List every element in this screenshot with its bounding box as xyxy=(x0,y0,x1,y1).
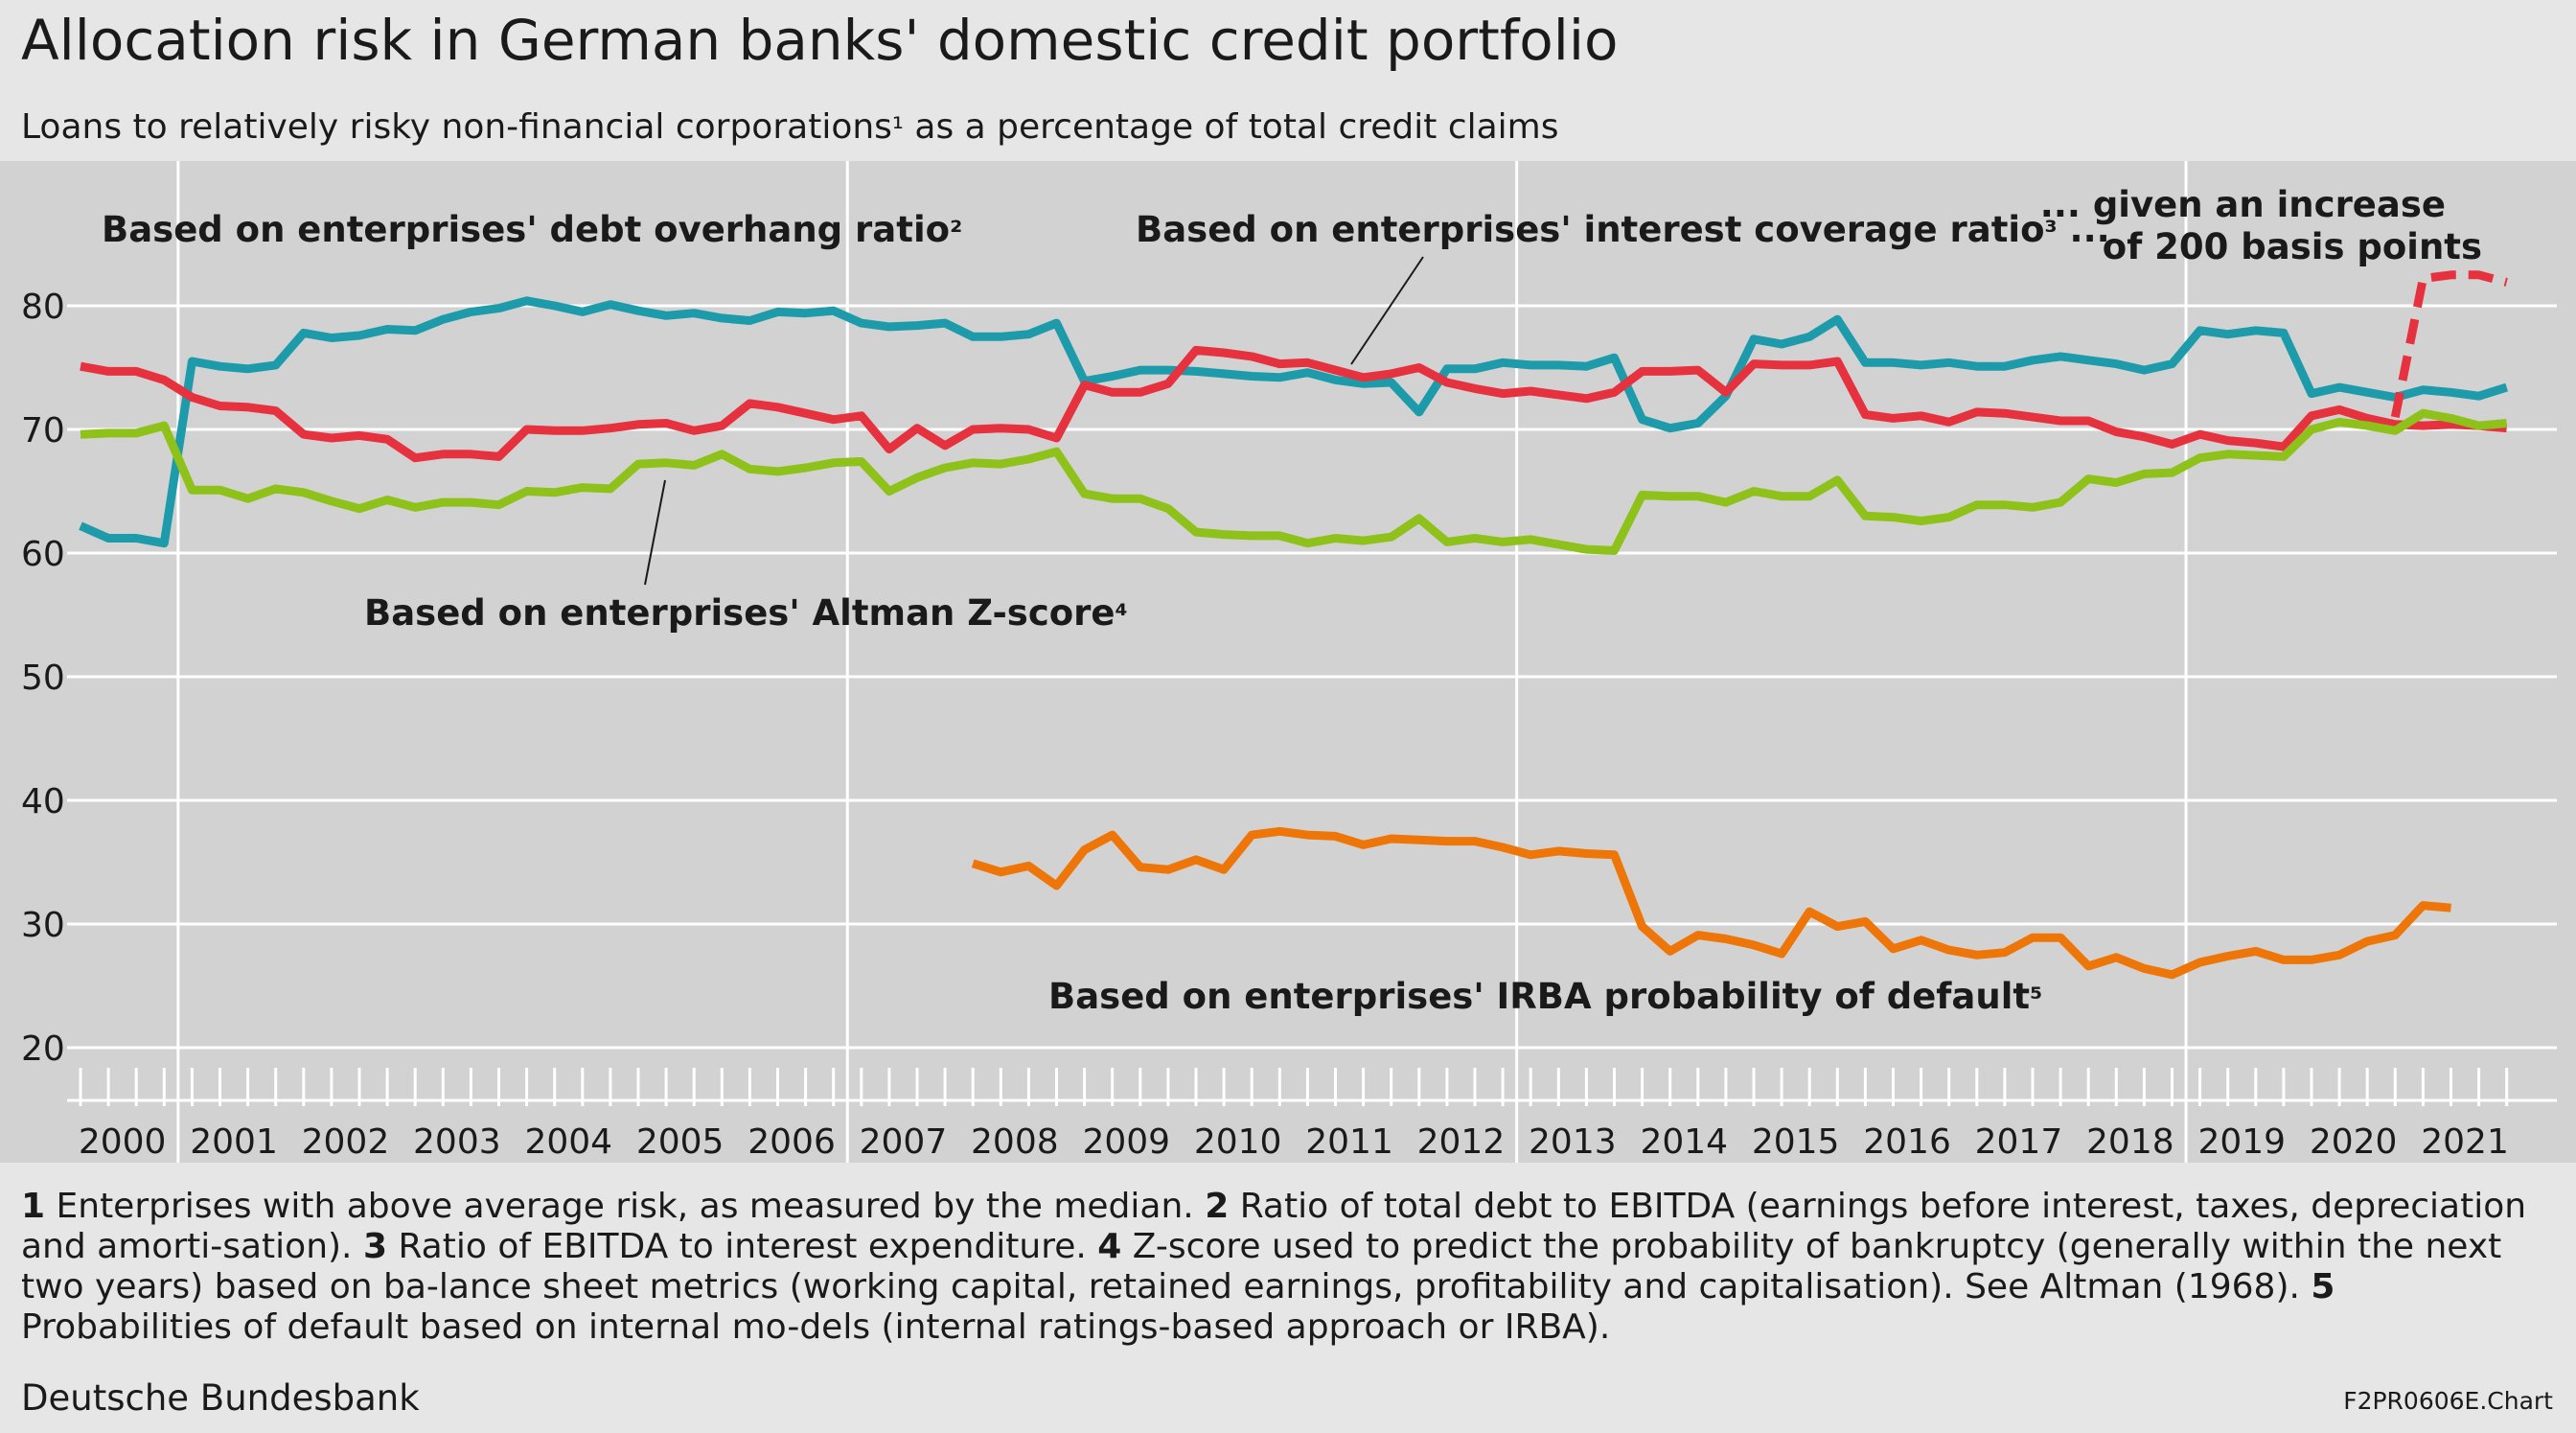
leader-altman xyxy=(644,479,666,586)
footnotes: 1 Enterprises with above average risk, a… xyxy=(21,1187,2553,1348)
leader-interest-coverage xyxy=(1350,256,1424,365)
x-tick-label: 2006 xyxy=(748,1122,836,1162)
x-tick-label: 2011 xyxy=(1305,1122,1393,1162)
series-line-interest_coverage_stress xyxy=(2390,270,2508,418)
x-tick-label: 2017 xyxy=(1975,1122,2063,1162)
x-tick-label: 2019 xyxy=(2197,1122,2286,1162)
grid xyxy=(67,161,2557,1163)
footnote-text: Ratio of EBITDA to interest expenditure. xyxy=(387,1227,1098,1266)
y-tick-label: 40 xyxy=(21,782,65,821)
chart-title: Allocation risk in German banks' domesti… xyxy=(21,8,1619,73)
x-tick-label: 2005 xyxy=(636,1122,724,1162)
source-label: Deutsche Bundesbank xyxy=(21,1377,420,1419)
x-tick-label: 2009 xyxy=(1082,1122,1170,1162)
annotation-debt-overhang: Based on enterprises' debt overhang rati… xyxy=(102,209,962,250)
y-tick-label: 30 xyxy=(21,906,65,945)
footnote-number: 5 xyxy=(2311,1267,2335,1306)
x-tick-label: 2016 xyxy=(1863,1122,1951,1162)
annotation-interest-coverage: Based on enterprises' interest coverage … xyxy=(1136,209,2110,250)
footnote-text: Enterprises with above average risk, as … xyxy=(45,1187,1206,1226)
x-tick-label: 2010 xyxy=(1194,1122,1282,1162)
y-tick-label: 50 xyxy=(21,659,65,698)
y-tick-label: 60 xyxy=(21,535,65,574)
x-tick-label: 2004 xyxy=(524,1122,612,1162)
footnote-text: Probabilities of default based on intern… xyxy=(21,1307,1611,1347)
annotations: Based on enterprises' debt overhang rati… xyxy=(102,184,2482,1017)
y-tick-label: 80 xyxy=(21,288,65,327)
chart-subtitle: Loans to relatively risky non-financial … xyxy=(21,107,1559,147)
series-line-debt_overhang xyxy=(79,296,2509,548)
x-tick-label: 2013 xyxy=(1529,1122,1617,1162)
x-tick-label: 2021 xyxy=(2421,1122,2509,1162)
x-tick-label: 2002 xyxy=(302,1122,390,1162)
series-line-irba xyxy=(971,826,2451,980)
y-axis: 20 30 40 50 60 70 80 xyxy=(21,288,65,1069)
footnote-text: Z-score used to predict the probability … xyxy=(21,1227,2502,1306)
y-tick-label: 20 xyxy=(21,1029,65,1069)
x-tick-label: 2001 xyxy=(190,1122,278,1162)
x-tick-label: 2020 xyxy=(2310,1122,2398,1162)
footnote-text: Ratio of total debt to EBITDA (earnings … xyxy=(21,1187,2527,1266)
footnote-number: 2 xyxy=(1205,1187,1230,1226)
x-tick-label: 2007 xyxy=(860,1122,948,1162)
chart-id: F2PR0606E.Chart xyxy=(2343,1387,2553,1415)
footnote-number: 4 xyxy=(1097,1227,1122,1266)
y-tick-label: 70 xyxy=(21,411,65,451)
footnote-number: 1 xyxy=(21,1187,46,1226)
series-line-interest_coverage xyxy=(80,345,2508,463)
x-axis: 2000 2001 2002 2003 2004 2005 2006 2007 2008 2009… xyxy=(67,1068,2557,1162)
annotation-stress: ... given an increase of 200 basis points xyxy=(2040,184,2482,267)
footnote-number: 3 xyxy=(362,1227,388,1266)
footnote-ref: ¹ xyxy=(891,112,904,146)
x-tick-label: 2000 xyxy=(79,1122,167,1162)
annotation-altman: Based on enterprises' Altman Z-score⁴ xyxy=(364,592,1128,634)
x-tick-label: 2012 xyxy=(1417,1122,1506,1162)
x-tick-label: 2008 xyxy=(971,1122,1059,1162)
x-tick-label: 2003 xyxy=(413,1122,501,1162)
x-tick-label: 2014 xyxy=(1640,1122,1728,1162)
series-lines xyxy=(79,270,2509,980)
annotation-irba: Based on enterprises' IRBA probability o… xyxy=(1048,976,2042,1017)
series-line-altman xyxy=(80,408,2508,555)
x-tick-label: 2018 xyxy=(2086,1122,2174,1162)
x-tick-label: 2015 xyxy=(1752,1122,1840,1162)
